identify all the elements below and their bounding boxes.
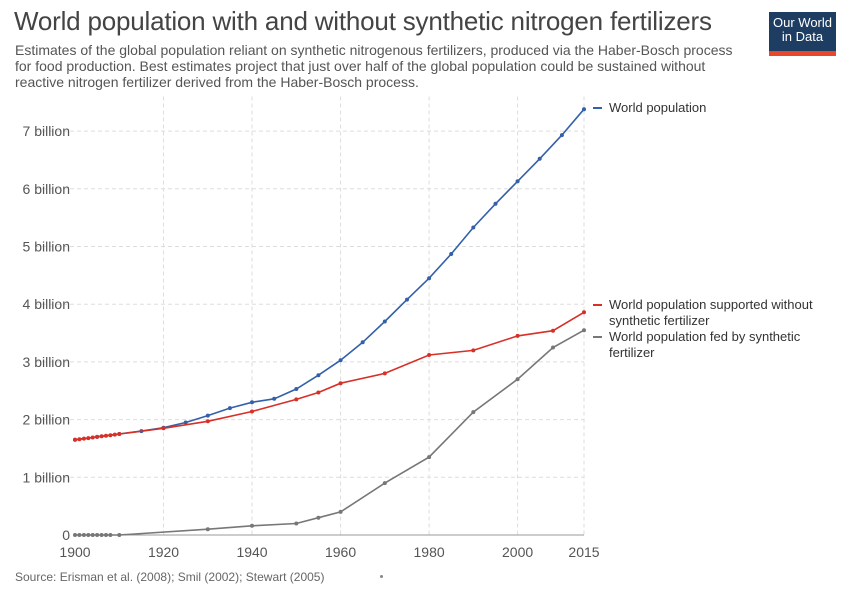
y-tick-label: 4 billion [23,296,70,312]
data-point-1 [77,437,82,442]
y-tick-label: 1 billion [23,469,70,485]
y-tick-label: 7 billion [23,123,70,139]
data-point-1 [205,419,210,424]
data-point-0 [382,319,387,324]
data-point-0 [338,358,343,363]
series-line-1 [74,311,585,441]
data-point-2 [582,328,586,333]
series-line-0 [74,108,585,441]
legend-label: World population supported without [609,297,813,312]
data-point-0 [493,201,498,206]
x-tick-label: 1920 [148,544,179,560]
data-point-2 [90,533,95,537]
data-point-0 [183,420,188,425]
legend-label: World population fed by synthetic [609,329,801,344]
data-point-2 [427,455,432,460]
data-point-2 [117,533,122,537]
data-point-0 [205,413,210,418]
data-point-1 [316,390,321,395]
y-tick-label: 5 billion [23,239,70,255]
data-point-2 [551,345,555,350]
data-point-0 [449,252,454,256]
legend-label: World population [609,100,706,115]
data-point-1 [161,426,166,431]
data-point-0 [559,133,564,138]
data-point-2 [471,410,476,415]
data-point-1 [108,433,113,438]
data-point-1 [582,310,586,315]
x-tick-label: 1960 [325,544,356,560]
data-point-1 [471,348,476,353]
data-point-1 [427,353,432,357]
logo-accent-bar [769,51,836,56]
data-point-1 [250,409,254,414]
x-tick-label: 1940 [236,544,267,560]
y-tick-label: 6 billion [23,181,70,197]
series-line-2 [75,329,585,536]
data-point-1 [112,432,117,437]
data-point-0 [427,276,432,281]
data-point-1 [104,433,108,438]
data-point-1 [99,434,104,439]
data-point-0 [250,400,254,405]
data-point-1 [86,436,91,441]
source-dot [380,575,383,578]
x-tick-label: 2015 [568,544,599,560]
data-point-2 [104,533,108,537]
data-point-2 [338,509,343,514]
data-point-2 [294,521,299,526]
data-point-2 [316,515,321,520]
data-point-0 [582,107,586,112]
data-point-1 [515,333,520,338]
data-point-1 [294,397,299,402]
data-point-2 [515,377,520,382]
data-point-2 [382,481,387,486]
data-point-2 [250,523,254,528]
logo-line1: Our World [773,15,832,30]
data-point-0 [360,340,365,345]
data-point-2 [77,533,82,537]
legend-label: fertilizer [609,345,655,360]
data-point-0 [227,406,232,411]
data-point-1 [73,437,77,442]
data-point-1 [81,436,86,441]
data-point-1 [338,381,343,386]
data-point-2 [205,527,210,532]
chart-subtitle: Estimates of the global population relia… [15,42,733,90]
x-tick-label: 1980 [414,544,445,560]
chart-title: World population with and without synthe… [14,6,712,36]
logo-line2: in Data [781,29,824,44]
data-point-2 [81,533,86,537]
source-note: Source: Erisman et al. (2008); Smil (200… [15,570,325,584]
owid-logo[interactable]: Our World in Data [769,12,836,56]
data-point-1 [551,328,555,333]
data-point-1 [382,371,387,376]
data-point-0 [272,396,277,401]
y-tick-label: 2 billion [23,412,70,428]
y-tick-label: 0 [62,527,70,543]
data-point-2 [108,533,113,537]
data-point-0 [537,156,542,161]
y-tick-label: 3 billion [23,354,70,370]
data-point-1 [90,435,95,440]
data-point-0 [515,179,520,184]
data-point-1 [95,434,100,439]
data-point-2 [86,533,91,537]
data-point-2 [99,533,104,537]
data-point-1 [117,432,122,436]
data-point-2 [95,533,100,537]
x-tick-label: 1900 [59,544,90,560]
data-point-0 [294,387,299,391]
legend-label: synthetic fertilizer [609,313,710,328]
data-point-0 [316,373,321,378]
x-tick-label: 2000 [502,544,533,560]
data-point-2 [73,533,77,537]
data-point-0 [405,297,409,302]
data-point-0 [471,225,476,230]
